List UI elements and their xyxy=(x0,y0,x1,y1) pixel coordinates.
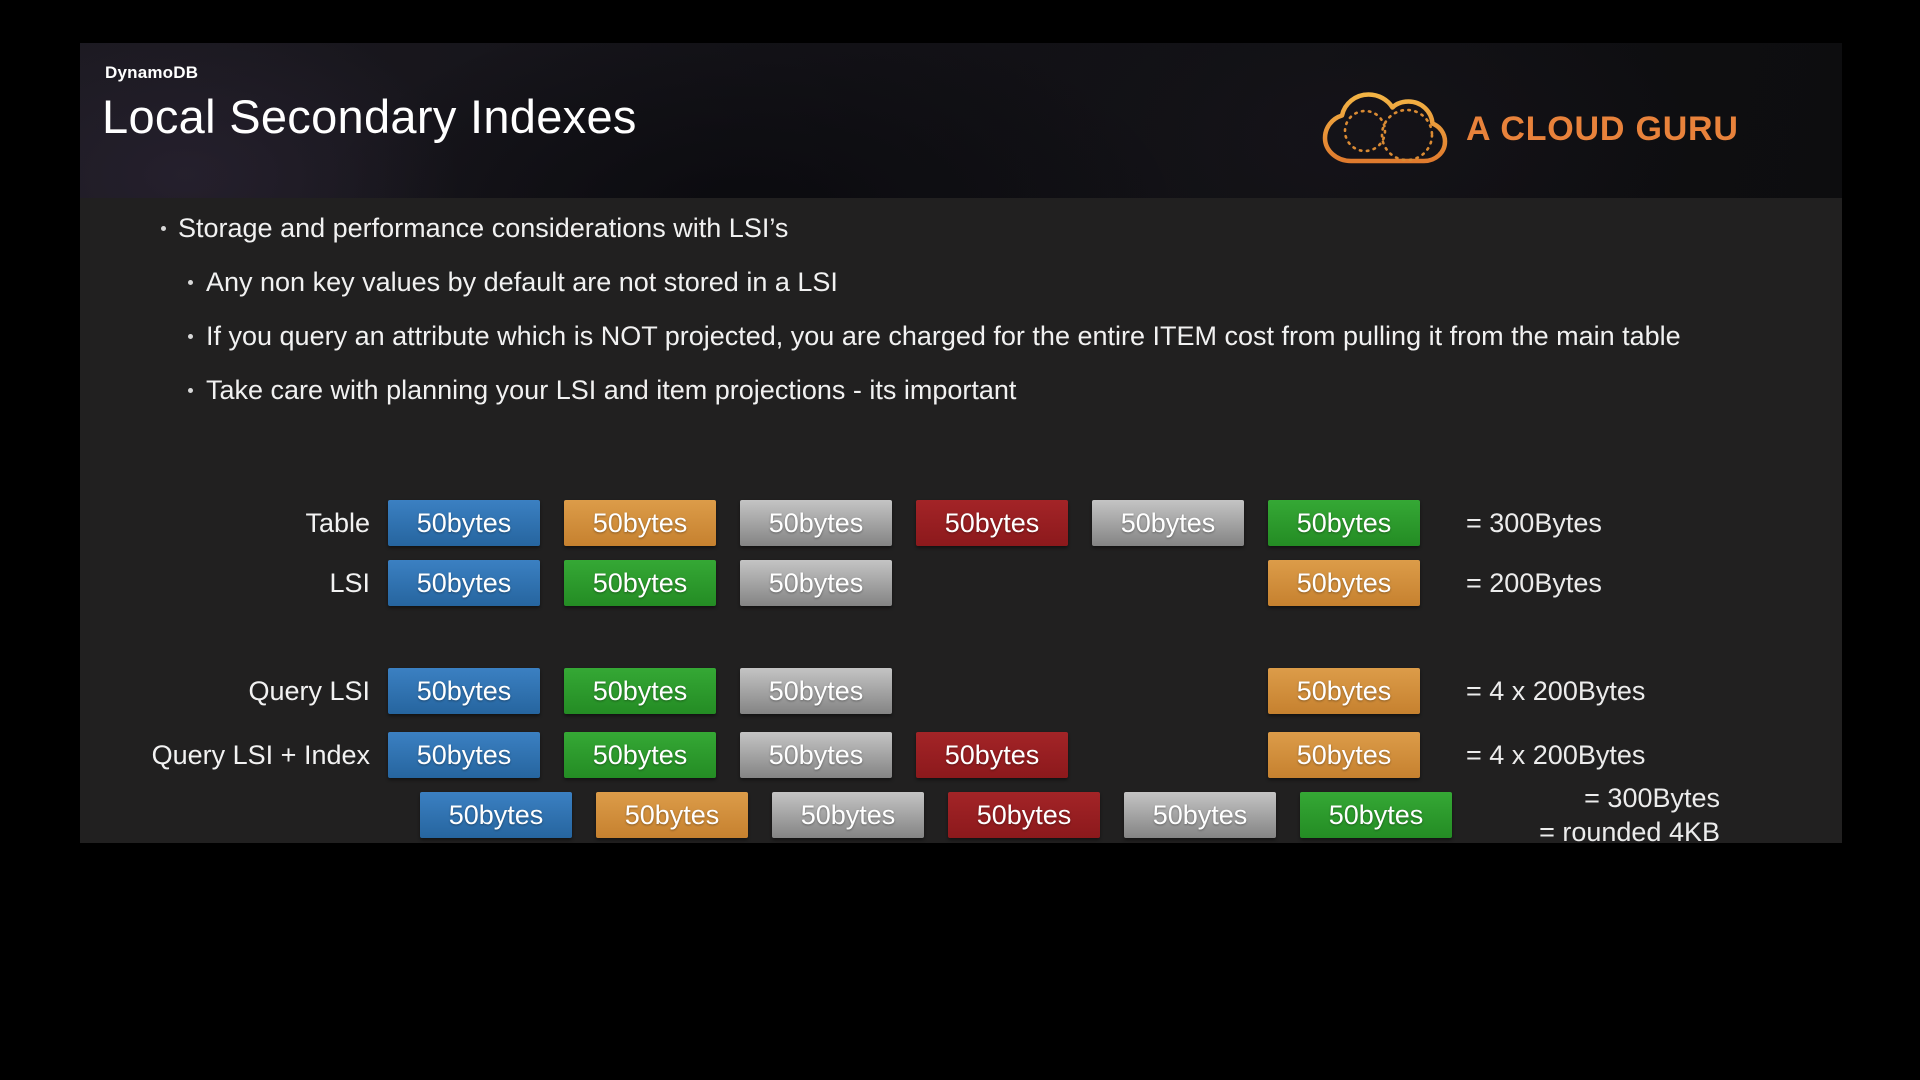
byte-box-blue: 50bytes xyxy=(388,500,540,546)
bullet-item: If you query an attribute which is NOT p… xyxy=(80,309,1735,363)
byte-box-gray: 50bytes xyxy=(1124,792,1276,838)
brand-logo: A CLOUD GURU xyxy=(1318,88,1739,171)
diagram-row: Table 50bytes 50bytes 50bytes 50bytes 50bytes… xyxy=(80,500,1842,546)
byte-box-blue: 50bytes xyxy=(420,792,572,838)
byte-box-blue: 50bytes xyxy=(388,560,540,606)
bullet-dot-icon xyxy=(188,388,193,393)
row-result-line: = rounded 4KB xyxy=(1539,817,1720,847)
row-result: = 4 x 200Bytes xyxy=(1466,740,1646,770)
diagram-row: Query LSI + Index 50bytes 50bytes 50bytes 50… xyxy=(80,732,1842,778)
byte-box-gray: 50bytes xyxy=(740,560,892,606)
byte-box-green: 50bytes xyxy=(1268,500,1420,546)
row-result-line: = 300Bytes xyxy=(1584,783,1720,813)
diagram-row: Query LSI 50bytes 50bytes 50bytes 50bytes = 4… xyxy=(80,668,1842,714)
bullet-list: Storage and performance considerations w… xyxy=(80,201,1735,417)
diagram-row: 50bytes 50bytes 50bytes 50bytes 50bytes 50byt… xyxy=(80,783,1842,847)
byte-box-green: 50bytes xyxy=(564,668,716,714)
byte-box-orange: 50bytes xyxy=(1268,732,1420,778)
diagram-row: LSI 50bytes 50bytes 50bytes 50bytes = 200Byte… xyxy=(80,560,1842,606)
diagram-row-label: LSI xyxy=(329,568,370,598)
brand-logo-text: A CLOUD GURU xyxy=(1466,110,1739,148)
diagram-row-label: Query LSI + Index xyxy=(151,740,370,770)
slide-header-background xyxy=(80,43,1842,198)
bullet-item: Take care with planning your LSI and ite… xyxy=(80,363,1735,417)
page-title: Local Secondary Indexes xyxy=(102,90,637,143)
bullet-text: Storage and performance considerations w… xyxy=(178,213,789,243)
row-result-multiline: = 300Bytes = rounded 4KB xyxy=(1410,781,1720,849)
bullet-dot-icon xyxy=(188,280,193,285)
presentation-slide: DynamoDB Local Secondary Indexes A CLOUD… xyxy=(80,43,1842,847)
bullet-dot-icon xyxy=(188,334,193,339)
slide-kicker: DynamoDB xyxy=(105,63,199,82)
byte-box-green: 50bytes xyxy=(1300,792,1452,838)
bullet-text: Take care with planning your LSI and ite… xyxy=(206,375,1017,405)
byte-box-orange: 50bytes xyxy=(564,500,716,546)
byte-box-orange: 50bytes xyxy=(596,792,748,838)
bullet-dot-icon xyxy=(161,226,166,231)
byte-box-blue: 50bytes xyxy=(388,732,540,778)
bullet-text: If you query an attribute which is NOT p… xyxy=(206,321,1681,351)
byte-box-green: 50bytes xyxy=(564,732,716,778)
byte-box-gray: 50bytes xyxy=(1092,500,1244,546)
cloud-outline-icon xyxy=(1318,88,1450,171)
byte-box-orange: 50bytes xyxy=(1268,560,1420,606)
bullet-text: Any non key values by default are not st… xyxy=(206,267,838,297)
bullet-item: Any non key values by default are not st… xyxy=(80,255,1735,309)
byte-box-orange: 50bytes xyxy=(1268,668,1420,714)
byte-box-gray: 50bytes xyxy=(772,792,924,838)
byte-box-gray: 50bytes xyxy=(740,732,892,778)
row-result: = 300Bytes xyxy=(1466,508,1602,538)
diagram-row-label: Table xyxy=(305,508,370,538)
bullet-item: Storage and performance considerations w… xyxy=(80,201,1735,255)
byte-box-blue: 50bytes xyxy=(388,668,540,714)
byte-box-red: 50bytes xyxy=(916,500,1068,546)
byte-box-red: 50bytes xyxy=(916,732,1068,778)
byte-box-gray: 50bytes xyxy=(740,500,892,546)
byte-box-green: 50bytes xyxy=(564,560,716,606)
byte-box-gray: 50bytes xyxy=(740,668,892,714)
row-result: = 4 x 200Bytes xyxy=(1466,676,1646,706)
diagram-row-label: Query LSI xyxy=(248,676,370,706)
byte-box-red: 50bytes xyxy=(948,792,1100,838)
row-result: = 200Bytes xyxy=(1466,568,1602,598)
